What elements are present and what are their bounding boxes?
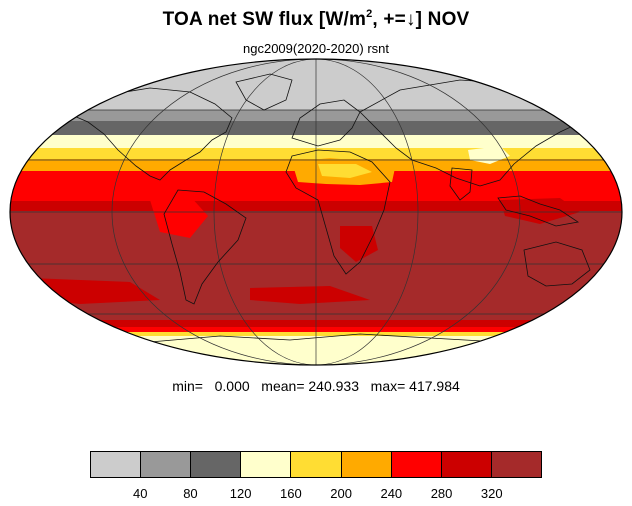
patch-africa-south xyxy=(340,226,378,262)
colorbar-cell xyxy=(491,452,541,477)
plot-subtitle: ngc2009(2020-2020) rsnt xyxy=(243,41,389,56)
colorbar-labels: 40 80 120 160 200 240 280 320 xyxy=(90,486,542,502)
coast-south-america xyxy=(163,189,247,305)
coastlines xyxy=(58,73,591,353)
colorbar-cell xyxy=(441,452,492,477)
world-map xyxy=(9,58,623,366)
colorbar-tick-label: 200 xyxy=(330,486,352,501)
colorbar-cell xyxy=(341,452,392,477)
patch-amazon xyxy=(150,196,208,238)
colorbar-cell xyxy=(141,452,192,477)
coast-australia xyxy=(523,241,591,287)
colorbar-tick-label: 80 xyxy=(183,486,198,501)
coast-greenland xyxy=(235,73,293,111)
graticule xyxy=(10,59,622,365)
patch-pacific-west xyxy=(20,172,130,196)
colorbar-cell xyxy=(291,452,342,477)
patch-south-atlantic xyxy=(250,286,370,304)
patch-tibet xyxy=(468,146,510,164)
colorbar xyxy=(90,451,542,478)
colorbar-tick-label: 120 xyxy=(229,486,252,501)
colorbar-cell xyxy=(241,452,292,477)
colorbar-tick-label: 160 xyxy=(280,486,302,501)
colorbar-cell xyxy=(391,452,442,477)
colorbar-cell xyxy=(91,452,142,477)
colorbar-tick-label: 320 xyxy=(480,486,503,501)
globe-outline xyxy=(9,58,623,366)
colorbar-cell xyxy=(191,452,242,477)
colorbar-tick-label: 240 xyxy=(380,486,403,501)
stats-line: min= 0.000 mean= 240.933 max= 417.984 xyxy=(172,378,460,394)
coast-india xyxy=(449,167,473,201)
colorbar-tick-label: 280 xyxy=(430,486,453,501)
plot-title: TOA net SW flux [W/m2, +=↓] NOV xyxy=(162,8,470,30)
coast-north-america xyxy=(58,87,233,181)
coast-se-asia-islands xyxy=(497,195,580,227)
coast-africa xyxy=(285,149,391,275)
colorbar-tick-label: 40 xyxy=(132,486,148,501)
patch-sahara-core xyxy=(318,164,372,178)
